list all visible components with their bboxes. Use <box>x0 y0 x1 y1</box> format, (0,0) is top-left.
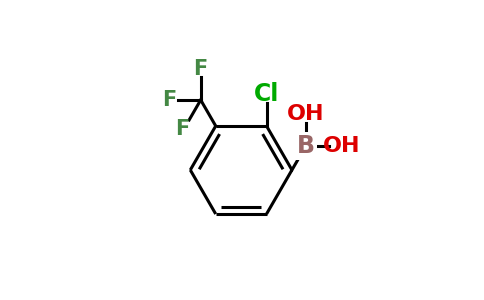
Text: B: B <box>297 134 315 158</box>
Text: Cl: Cl <box>254 82 279 106</box>
Text: F: F <box>176 119 190 139</box>
Text: OH: OH <box>287 103 325 124</box>
Text: OH: OH <box>323 136 361 156</box>
Text: F: F <box>194 59 208 80</box>
Text: F: F <box>162 90 176 110</box>
